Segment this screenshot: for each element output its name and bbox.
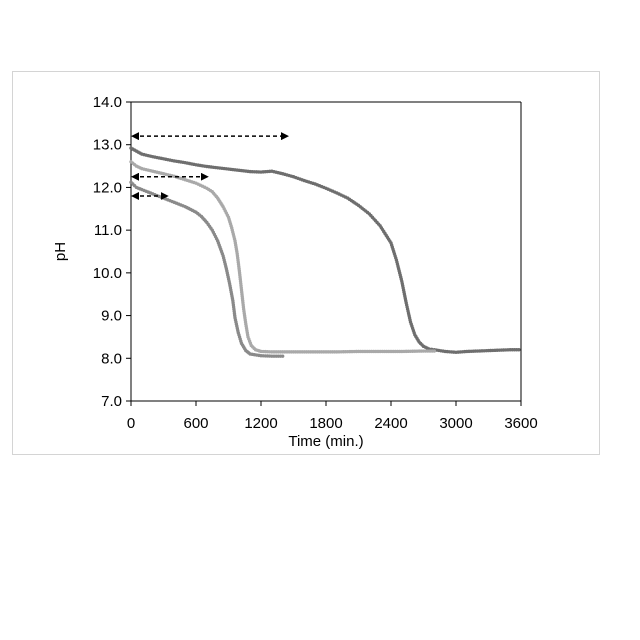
y-tick-label: 13.0 — [93, 137, 122, 154]
y-tick-label: 8.0 — [101, 350, 122, 367]
x-tick-label: 1800 — [309, 415, 342, 432]
x-tick-label: 600 — [183, 415, 208, 432]
y-axis-title: pH — [52, 242, 69, 261]
x-tick-label: 3000 — [439, 415, 472, 432]
x-axis-title: Time (min.) — [288, 433, 363, 450]
series-3 — [129, 181, 284, 358]
data-point — [433, 349, 436, 352]
y-tick-label: 11.0 — [94, 222, 122, 239]
chart-frame: 7.0 8.0 9.0 10.0 11.0 12.0 13.0 14.0 0 600 1200 180… — [12, 71, 600, 455]
y-tick-label: 7.0 — [101, 393, 122, 410]
series-2 — [129, 160, 436, 353]
series-1 — [129, 146, 520, 354]
axis-ticks: 7.0 8.0 9.0 10.0 11.0 12.0 13.0 14.0 0 600 1200 180… — [93, 94, 538, 432]
y-tick-label: 9.0 — [101, 308, 122, 325]
data-series — [129, 146, 520, 357]
x-tick-label: 1200 — [244, 415, 277, 432]
x-tick-label: 0 — [127, 415, 135, 432]
ph-time-chart: 7.0 8.0 9.0 10.0 11.0 12.0 13.0 14.0 0 600 1200 180… — [13, 72, 601, 456]
y-tick-label: 14.0 — [93, 94, 122, 111]
y-tick-label: 10.0 — [93, 265, 122, 282]
x-tick-label: 2400 — [374, 415, 407, 432]
data-point — [517, 348, 520, 351]
y-tick-label: 12.0 — [93, 179, 122, 196]
x-tick-label: 3600 — [504, 415, 537, 432]
data-point — [281, 354, 284, 357]
